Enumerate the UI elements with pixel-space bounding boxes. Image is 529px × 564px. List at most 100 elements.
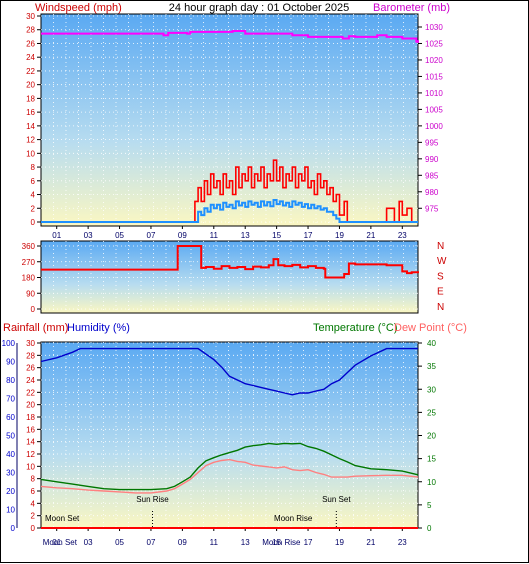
astro-marker-label: Moon Set [45, 514, 80, 523]
barometer-tick-label: 1020 [425, 56, 443, 65]
rainfall-axis-title: Rainfall (mm) [3, 322, 68, 334]
windspeed-tick-label: 4 [31, 191, 36, 200]
hour-label: 21 [366, 231, 375, 240]
humidity-tick-label: 70 [6, 395, 15, 404]
rainfall-tick-label: 14 [26, 438, 35, 447]
astro-marker-label: Moon Rise [274, 514, 313, 523]
hour-label: 07 [147, 538, 156, 547]
direction-series [41, 245, 419, 279]
rainfall-tick-label: 24 [26, 376, 35, 385]
moon-axis-label: Moon Rise [262, 538, 301, 547]
windspeed-tick-label: 0 [31, 218, 36, 227]
direction-panel-grid [41, 241, 418, 313]
windspeed-tick-label: 20 [26, 81, 35, 90]
windspeed-tick-label: 18 [26, 94, 35, 103]
humidity-tick-label: 50 [6, 432, 15, 441]
hour-label: 11 [210, 231, 219, 240]
temperature-tick-label: 35 [427, 362, 436, 371]
direction-degree-labels: 0 90 180 270 360 [22, 242, 41, 314]
direction-degree-label: 0 [31, 305, 36, 314]
humidity-line [40, 347, 418, 396]
hour-label: 17 [304, 538, 313, 547]
rainfall-tick-label: 6 [31, 487, 36, 496]
humidity-tick-label: 90 [6, 358, 15, 367]
windspeed-tick-label: 24 [26, 53, 35, 62]
hour-label: 01 [52, 538, 61, 547]
hour-label: 13 [241, 538, 250, 547]
barometer-tick-labels: 975 980 985 990 995 1000 1005 1010 1015 1020 1025 1… [418, 23, 443, 213]
windspeed-tick-label: 10 [26, 149, 35, 158]
barometer-tick-label: 985 [425, 171, 439, 180]
windspeed-average-line [41, 199, 418, 223]
hour-label: 19 [335, 231, 344, 240]
direction-degree-label: 360 [22, 242, 36, 251]
direction-degree-label: 180 [22, 274, 36, 283]
rainfall-tick-label: 20 [26, 401, 35, 410]
hour-label: 05 [115, 231, 124, 240]
rainfall-tick-label: 26 [26, 364, 35, 373]
temperature-tick-label: 15 [427, 455, 436, 464]
direction-panel-background [40, 240, 419, 314]
rainfall-tick-label: 12 [26, 450, 35, 459]
humidity-tick-label: 80 [6, 376, 15, 385]
barometer-axis-title: Barometer (mb) [373, 2, 450, 14]
temperature-axis-title: Temperature (°C) [313, 322, 397, 334]
compass-label: E [437, 287, 444, 298]
rainfall-tick-label: 28 [26, 351, 35, 360]
rainfall-tick-label: 18 [26, 413, 35, 422]
rainfall-tick-label: 0 [31, 524, 36, 533]
windspeed-tick-label: 8 [31, 163, 36, 172]
direction-degree-label: 270 [22, 258, 36, 267]
barometer-tick-label: 975 [425, 204, 439, 213]
hour-label: 05 [115, 538, 124, 547]
temperature-tick-labels: 0 5 10 15 20 25 30 35 40 [418, 339, 436, 533]
humidity-tick-label: 100 [2, 339, 16, 348]
astro-marker-label: Sun Rise [136, 495, 169, 504]
humidity-tick-label: 0 [11, 524, 16, 533]
compass-label: N [437, 302, 444, 313]
windspeed-tick-label: 14 [26, 122, 35, 131]
temperature-tick-label: 10 [427, 478, 436, 487]
temp-panel-grid [41, 342, 418, 529]
hour-label: 23 [398, 538, 407, 547]
compass-label: S [437, 271, 444, 282]
temperature-tick-label: 40 [427, 339, 436, 348]
windspeed-tick-label: 6 [31, 177, 36, 186]
temp-panel-series [40, 347, 419, 529]
windspeed-gust-line [41, 159, 418, 223]
barometer-tick-label: 1010 [425, 89, 443, 98]
astro-marker-label: Sun Set [322, 495, 351, 504]
temperature-tick-label: 30 [427, 385, 436, 394]
compass-label: N [437, 241, 444, 252]
wind-panel-series [41, 30, 419, 223]
barometer-tick-label: 995 [425, 138, 439, 147]
hour-label: 11 [210, 538, 219, 547]
hour-label: 03 [84, 538, 93, 547]
graph-title: 24 hour graph day : 01 October 2025 [169, 2, 349, 14]
barometer-tick-label: 980 [425, 188, 439, 197]
windspeed-tick-label: 22 [26, 67, 35, 76]
humidity-tick-label: 60 [6, 413, 15, 422]
barometer-tick-label: 1025 [425, 39, 443, 48]
rainfall-tick-label: 16 [26, 425, 35, 434]
humidity-tick-label: 10 [6, 506, 15, 515]
hour-label: 07 [147, 231, 156, 240]
barometer-tick-label: 1000 [425, 122, 443, 131]
hour-label: 03 [84, 231, 93, 240]
humidity-tick-label: 20 [6, 487, 15, 496]
windspeed-tick-label: 26 [26, 39, 35, 48]
hour-label: 19 [335, 538, 344, 547]
humidity-axis-title: Humidity (%) [67, 322, 130, 334]
hour-label: 13 [241, 231, 250, 240]
direction-degree-label: 90 [26, 289, 35, 298]
temperature-tick-label: 5 [427, 501, 432, 510]
dewpoint-axis-title: Dew Point (°C) [394, 322, 467, 334]
rainfall-tick-label: 8 [31, 475, 36, 484]
humidity-tick-label: 40 [6, 450, 15, 459]
windspeed-axis-title: Windspeed (mph) [35, 2, 122, 14]
windspeed-tick-label: 2 [31, 204, 36, 213]
temperature-line [40, 442, 419, 491]
